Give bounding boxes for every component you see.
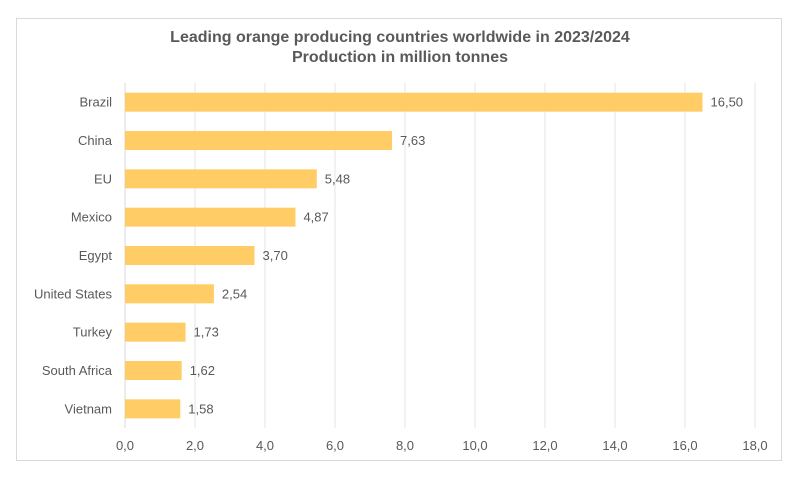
chart-frame bbox=[16, 18, 782, 461]
category-label: Egypt bbox=[79, 248, 113, 263]
x-tick-label: 16,0 bbox=[672, 438, 697, 453]
category-label: Brazil bbox=[79, 95, 112, 110]
data-label: 4,87 bbox=[303, 210, 328, 225]
data-label: 7,63 bbox=[400, 133, 425, 148]
bar-china bbox=[125, 131, 393, 150]
category-label: China bbox=[78, 133, 113, 148]
x-tick-label: 0,0 bbox=[116, 438, 134, 453]
bar-turkey bbox=[125, 322, 186, 342]
category-label: Vietnam bbox=[65, 401, 112, 416]
category-label: United States bbox=[34, 286, 113, 301]
bar-united-states bbox=[125, 284, 214, 304]
bar-mexico bbox=[125, 207, 296, 227]
x-tick-label: 4,0 bbox=[256, 438, 274, 453]
data-label: 1,62 bbox=[190, 363, 215, 378]
bar-vietnam bbox=[125, 399, 181, 419]
chart-subtitle: Production in million tonnes bbox=[292, 49, 508, 66]
x-tick-label: 14,0 bbox=[602, 438, 627, 453]
bar-egypt bbox=[125, 246, 255, 265]
bar-eu bbox=[125, 169, 317, 189]
data-label: 1,58 bbox=[188, 401, 213, 416]
x-tick-label: 12,0 bbox=[532, 438, 557, 453]
x-tick-label: 10,0 bbox=[462, 438, 487, 453]
bar-brazil bbox=[125, 92, 703, 112]
category-label: South Africa bbox=[42, 363, 113, 378]
x-tick-label: 6,0 bbox=[326, 438, 344, 453]
category-label: Turkey bbox=[73, 325, 113, 340]
data-label: 2,54 bbox=[222, 286, 247, 301]
data-label: 16,50 bbox=[711, 95, 744, 110]
data-label: 1,73 bbox=[194, 325, 219, 340]
data-label: 3,70 bbox=[263, 248, 288, 263]
chart-title: Leading orange producing countries world… bbox=[170, 29, 630, 46]
category-label: Mexico bbox=[71, 210, 112, 225]
x-tick-label: 2,0 bbox=[186, 438, 204, 453]
bar-south-africa bbox=[125, 361, 182, 380]
data-label: 5,48 bbox=[325, 171, 350, 186]
x-tick-label: 18,0 bbox=[742, 438, 767, 453]
category-label: EU bbox=[94, 171, 112, 186]
x-tick-label: 8,0 bbox=[396, 438, 414, 453]
